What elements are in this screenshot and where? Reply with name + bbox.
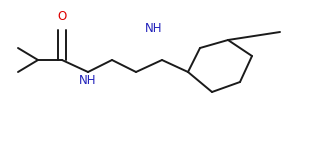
Text: NH: NH [145,21,163,35]
Text: NH: NH [79,74,97,86]
Text: O: O [57,10,67,22]
